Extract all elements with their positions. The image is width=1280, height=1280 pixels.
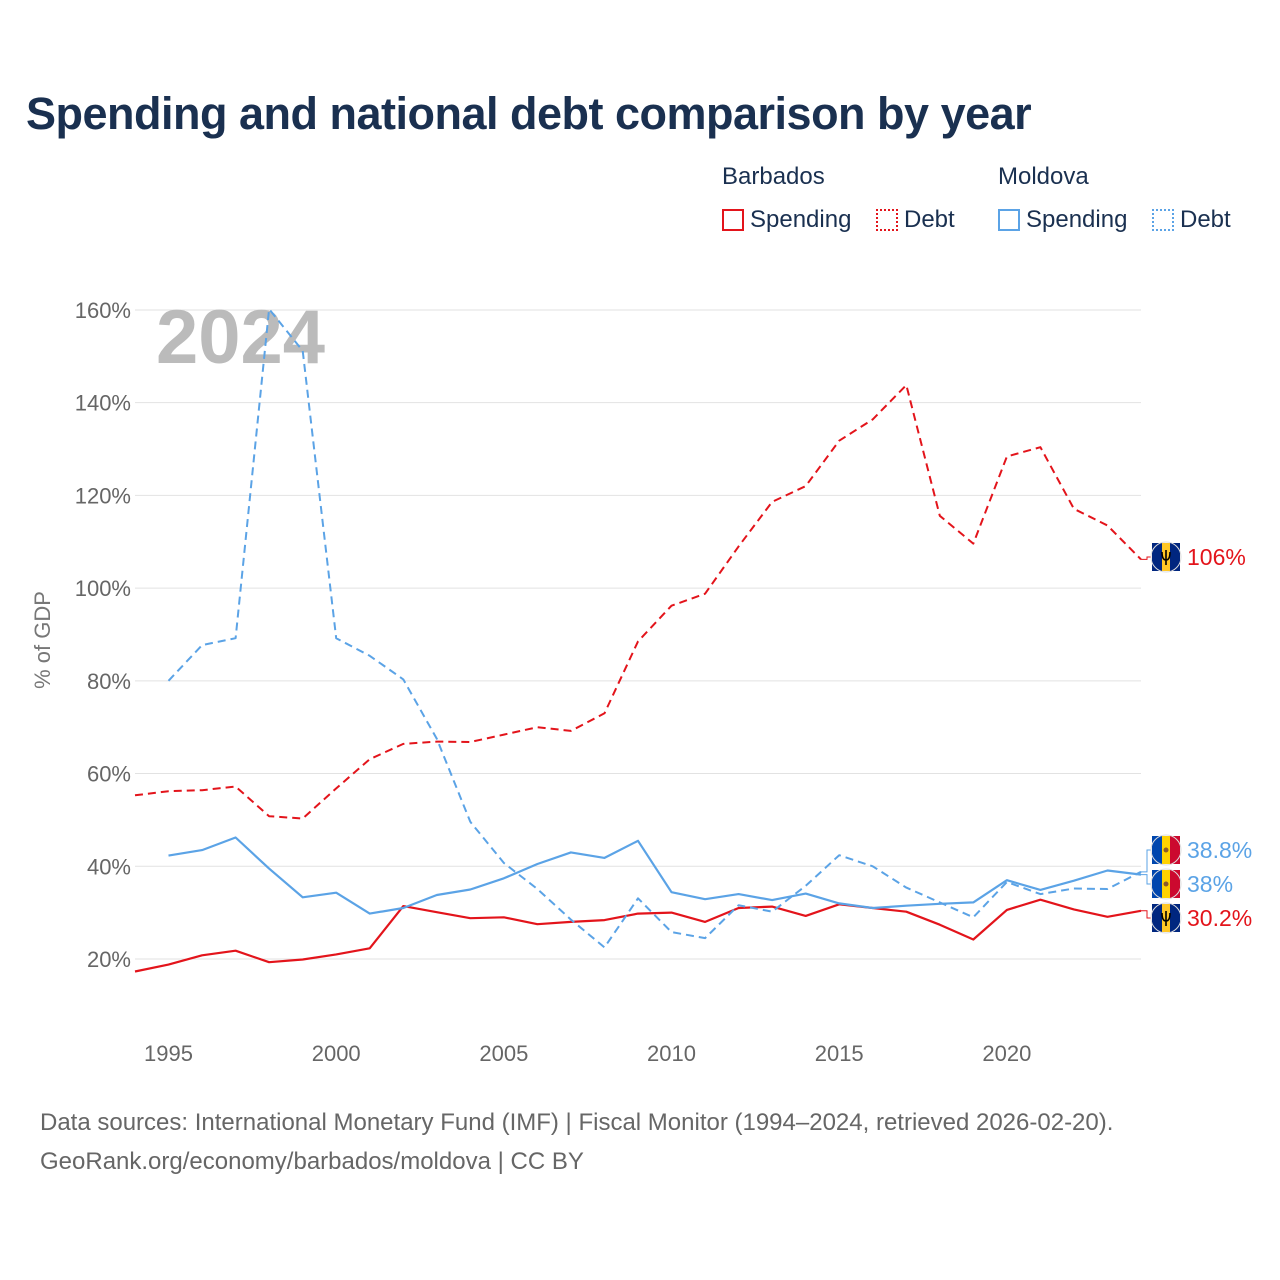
legend-swatch-dotted: [876, 209, 898, 231]
chart-title: Spending and national debt comparison by…: [26, 88, 1032, 139]
barbados-flag: [1150, 541, 1182, 573]
chart-plot: 2024 20% 40% 60% 80% 100% 120% 140% 160% 1995 200…: [30, 295, 1252, 1066]
end-value-label: 30.2%: [1187, 905, 1252, 931]
flag-ring: [1150, 902, 1182, 934]
series-line-moldova-spending: [168, 836, 1142, 915]
flag-stripe: [1152, 870, 1162, 898]
legend-group-barbados: Barbados: [722, 163, 825, 190]
x-tick-label: 2010: [647, 1041, 696, 1066]
y-tick-label: 40%: [87, 854, 131, 879]
y-tick-label: 100%: [75, 576, 131, 601]
emblem-mark: [1163, 881, 1169, 887]
legend-label: Spending: [750, 206, 852, 233]
legend-swatch-dotted: [1152, 209, 1174, 231]
legend-label: Spending: [1026, 206, 1128, 233]
end-value-label: 38%: [1187, 871, 1233, 897]
legend-item-moldova-debt[interactable]: Debt: [1152, 206, 1231, 234]
flag-ring: [1150, 541, 1182, 573]
x-tick-label: 2015: [815, 1041, 864, 1066]
legend-label: Debt: [904, 206, 955, 233]
flag-stripe: [1170, 904, 1180, 932]
legend-group-moldova: Moldova: [998, 163, 1089, 190]
flag-stripe: [1152, 904, 1162, 932]
y-tick-label: 80%: [87, 669, 131, 694]
y-tick-label: 20%: [87, 947, 131, 972]
y-tick-label: 120%: [75, 483, 131, 508]
legend-item-moldova-spending[interactable]: Spending: [998, 206, 1127, 234]
label-connector: [1141, 910, 1153, 919]
x-tick-label: 2000: [312, 1041, 361, 1066]
end-value-label: 38.8%: [1187, 837, 1252, 863]
trident-mark: [1161, 911, 1171, 926]
flag-stripe: [1152, 543, 1162, 571]
label-connector: [1141, 874, 1153, 885]
flag-ring: [1150, 868, 1182, 900]
series-line-moldova-debt: [167, 308, 1142, 949]
legend-swatch-solid: [998, 209, 1020, 231]
flag-stripe: [1152, 836, 1162, 864]
year-watermark: 2024: [156, 295, 325, 380]
end-value-label: 106%: [1187, 544, 1246, 570]
flag-stripe: [1170, 870, 1180, 898]
moldova-flag: [1150, 868, 1182, 900]
series-line-barbados-debt: [134, 384, 1142, 820]
flag-ring: [1150, 834, 1182, 866]
label-connector: [1141, 849, 1153, 873]
source-note: Data sources: International Monetary Fun…: [40, 1109, 1114, 1136]
barbados-flag: [1150, 902, 1182, 934]
legend-label: Debt: [1180, 206, 1231, 233]
x-tick-label: 1995: [144, 1041, 193, 1066]
moldova-flag: [1150, 834, 1182, 866]
label-connector: [1141, 556, 1153, 560]
legend-item-barbados-debt[interactable]: Debt: [876, 206, 955, 234]
y-axis-label: % of GDP: [30, 591, 55, 689]
flag-stripe: [1170, 543, 1180, 571]
x-tick-label: 2005: [479, 1041, 528, 1066]
series-line-barbados-spending: [134, 898, 1142, 973]
x-tick-label: 2020: [982, 1041, 1031, 1066]
y-tick-label: 140%: [75, 391, 131, 416]
trident-mark: [1161, 550, 1171, 565]
legend-swatch-solid: [722, 209, 744, 231]
y-tick-label: 60%: [87, 762, 131, 787]
flag-stripe: [1170, 836, 1180, 864]
source-link[interactable]: GeoRank.org/economy/barbados/moldova | C…: [40, 1148, 584, 1175]
emblem-mark: [1163, 847, 1169, 853]
legend-item-barbados-spending[interactable]: Spending: [722, 206, 851, 234]
y-tick-label: 160%: [75, 298, 131, 323]
